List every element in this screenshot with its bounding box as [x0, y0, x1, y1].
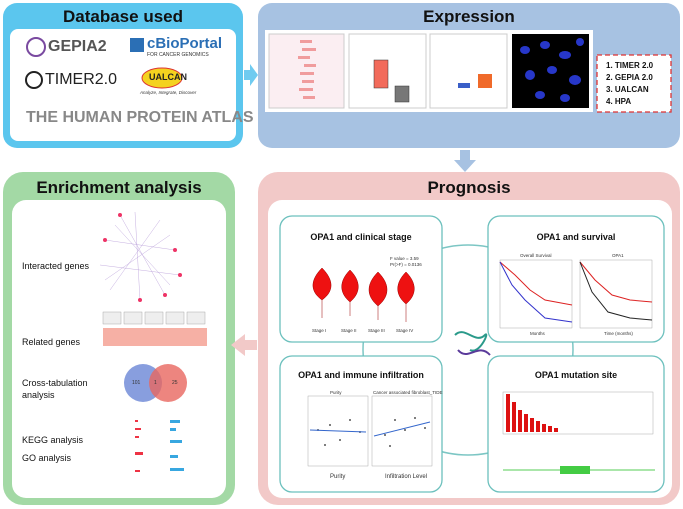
analysis-label: KEGG analysis	[22, 435, 84, 445]
logo: UALCAN	[149, 72, 187, 82]
stat-label: Pr(>F) = 0.0136	[390, 262, 422, 267]
violins	[312, 267, 415, 322]
venn-count: 101	[132, 380, 141, 386]
panel-title: OPA1 and immune infiltration	[298, 370, 424, 380]
venn-count: 25	[172, 380, 178, 386]
axis-label: Months	[530, 331, 545, 336]
ualcan-thumbnail	[429, 33, 508, 109]
source-item: 4. HPA	[606, 97, 632, 106]
domain-bar	[560, 466, 590, 474]
axis-label: Stage II	[341, 328, 357, 333]
source-item: 1. TIMER 2.0	[606, 61, 654, 70]
axis-label: Time (months)	[604, 331, 633, 336]
plot-title: OPA1	[612, 253, 624, 258]
gepia-box-tumor	[373, 59, 389, 89]
kegg-bars	[135, 420, 143, 472]
arrow-right	[244, 64, 258, 86]
arrow-down	[454, 150, 476, 172]
panel-title: OPA1 and survival	[536, 232, 616, 242]
axis-label: Stage I	[312, 328, 327, 333]
stat-label: F value = 3.59	[390, 256, 419, 261]
plot-title: Cancer associated fibroblast_TIDE	[373, 390, 443, 395]
database-panel	[10, 29, 236, 141]
network	[99, 211, 181, 301]
timer-boxes	[298, 40, 316, 99]
logo-subtitle: Analyze, Integrate, Discover	[140, 90, 197, 95]
analysis-label: Interacted genes	[22, 261, 90, 271]
analysis-label: Related genes	[22, 337, 81, 347]
plot-title: Purity	[330, 390, 342, 395]
survival-curves	[499, 259, 653, 329]
arrow-left	[231, 334, 257, 356]
ualcan-box-normal	[458, 83, 470, 88]
section-title: Prognosis	[427, 178, 511, 197]
logo: GEPIA2	[48, 38, 107, 55]
scatter-plots	[307, 395, 433, 467]
mutation-plot	[502, 391, 655, 474]
ualcan-icon	[141, 67, 183, 89]
source-list-box	[596, 54, 672, 113]
source-item: 2. GEPIA 2.0	[606, 73, 653, 82]
axis-label: Purity	[330, 474, 346, 480]
enrichment-panel	[12, 200, 226, 498]
plot-title: Overall Survival	[520, 253, 552, 258]
cbioportal-icon	[130, 38, 144, 52]
protein-structure	[454, 331, 491, 356]
panel-title: OPA1 and clinical stage	[310, 232, 412, 242]
gepia-icon	[26, 37, 46, 57]
correlation-plots	[102, 311, 206, 325]
logo: cBioPortal	[147, 35, 223, 52]
ualcan-box-tumor	[478, 74, 492, 88]
source-item: 3. UALCAN	[606, 85, 649, 94]
section-title: Database used	[63, 7, 183, 26]
section-title: Enrichment analysis	[36, 178, 202, 197]
venn-count: 1	[154, 380, 157, 386]
logo: THE HUMAN PROTEIN ATLAS	[26, 109, 254, 126]
gepia-box-normal	[394, 85, 410, 103]
axis-label: Infiltration Level	[385, 474, 428, 480]
venn-right	[149, 364, 187, 402]
analysis-label: Cross-tabulation analysis	[22, 378, 88, 400]
logo-subtitle: FOR CANCER GENOMICS	[147, 52, 209, 58]
hpa-cells	[520, 38, 584, 102]
timer-icon	[25, 71, 43, 89]
heatmap	[103, 328, 207, 346]
panel-title: OPA1 mutation site	[534, 370, 618, 380]
timer-thumbnail	[268, 33, 345, 109]
connector-ring	[362, 244, 574, 456]
section-title: Expression	[423, 7, 515, 26]
go-bars	[170, 420, 184, 471]
analysis-label: GO analysis	[22, 453, 72, 463]
network-nodes	[103, 213, 182, 302]
axis-label: Stage III	[368, 328, 385, 333]
logo: TIMER2.0	[45, 71, 118, 88]
axis-label: Stage IV	[396, 328, 414, 333]
